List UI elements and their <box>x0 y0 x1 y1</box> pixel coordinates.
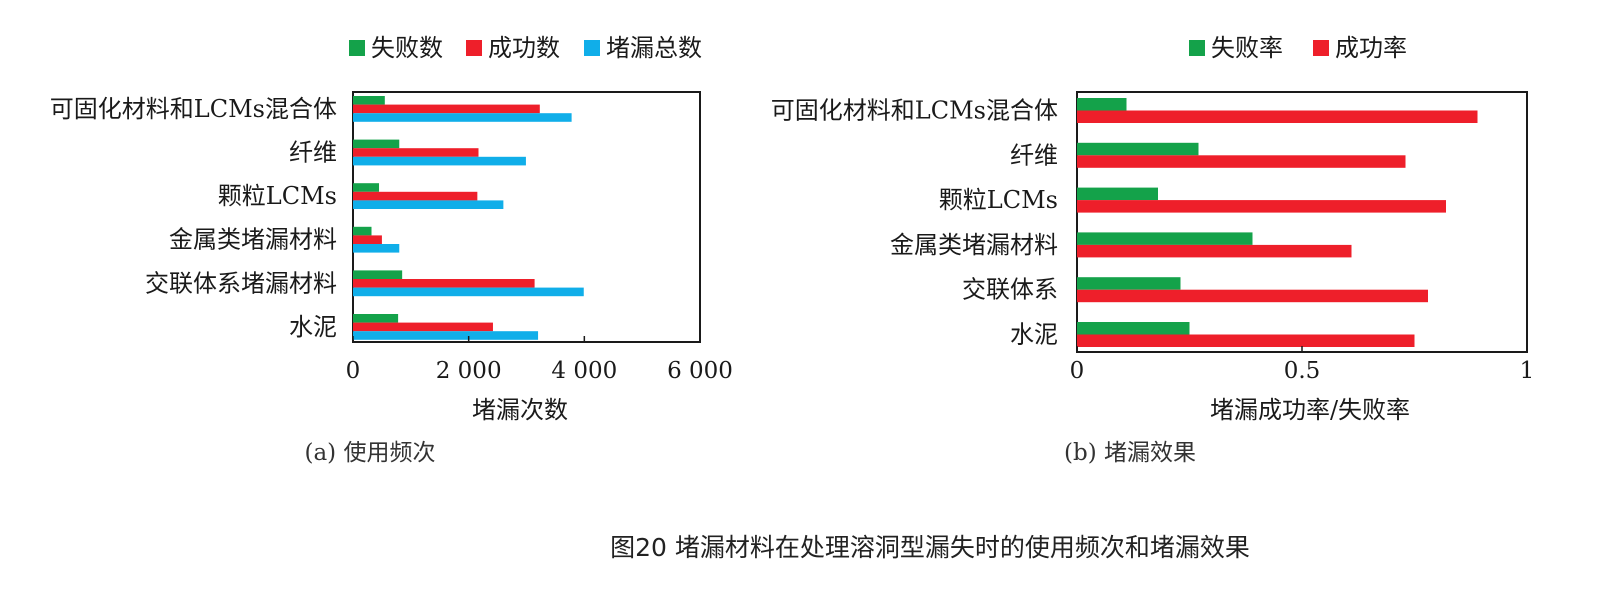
bar-fail <box>353 139 400 149</box>
bar-total <box>353 200 504 209</box>
bar-fail <box>353 96 385 105</box>
category-label: 颗粒LCMs <box>218 182 337 210</box>
x-axis-label: 堵漏成功率/失败率 <box>1210 396 1410 424</box>
bar-total <box>353 287 584 297</box>
category-label: 纤维 <box>1010 141 1058 169</box>
bar-fail <box>1077 232 1253 245</box>
plot-frame <box>1076 91 1528 353</box>
x-tick-label: 2 000 <box>436 358 502 384</box>
x-tick-label: 0 <box>346 358 361 384</box>
bar-total <box>353 331 539 340</box>
x-tick-label: 0 <box>1070 358 1085 384</box>
bar-fail <box>1077 322 1190 335</box>
bar-success <box>353 235 382 244</box>
category-label: 交联体系堵漏材料 <box>145 269 337 297</box>
bar-total <box>353 156 526 166</box>
x-tick-label: 6 000 <box>667 358 733 384</box>
bar-success <box>353 279 535 288</box>
legend-swatch <box>466 40 482 56</box>
x-tick-label: 0.5 <box>1284 358 1321 384</box>
category-label: 金属类堵漏材料 <box>169 226 337 254</box>
legend-swatch <box>1313 40 1329 56</box>
bar-success <box>1077 244 1352 258</box>
x-tick-label: 1 <box>1520 358 1535 384</box>
category-label: 交联体系 <box>962 276 1058 304</box>
legend-label: 失败率 <box>1211 34 1283 62</box>
bar-fail <box>353 270 403 279</box>
category-label: 纤维 <box>289 139 337 167</box>
legend-swatch <box>584 40 600 56</box>
subplot-caption: (b) 堵漏效果 <box>1064 440 1196 466</box>
bar-success <box>353 104 540 114</box>
bar-fail <box>1077 187 1158 201</box>
bar-success <box>353 191 478 201</box>
category-label: 可固化材料和LCMs混合体 <box>771 97 1058 125</box>
bar-total <box>353 244 400 253</box>
category-label: 颗粒LCMs <box>939 186 1058 214</box>
bar-fail <box>353 226 372 236</box>
category-label: 水泥 <box>1010 321 1058 349</box>
bar-fail <box>1077 142 1199 156</box>
bar-success <box>1077 334 1415 347</box>
bar-success <box>1077 200 1446 213</box>
subplot-caption: (a) 使用频次 <box>305 440 436 466</box>
category-label: 可固化材料和LCMs混合体 <box>50 95 337 123</box>
bar-success <box>353 322 493 332</box>
bar-fail <box>353 183 380 192</box>
bar-success <box>1077 289 1428 303</box>
legend-label: 失败数 <box>371 34 443 62</box>
legend-label: 堵漏总数 <box>606 34 702 62</box>
bar-fail <box>353 314 399 323</box>
legend-label: 成功率 <box>1335 34 1407 62</box>
legend-swatch <box>349 40 365 56</box>
x-tick-label: 4 000 <box>551 358 617 384</box>
category-label: 水泥 <box>289 313 337 341</box>
bar-success <box>1077 155 1406 168</box>
x-axis-label: 堵漏次数 <box>472 396 568 424</box>
bar-success <box>1077 110 1478 123</box>
bar-success <box>353 148 479 157</box>
figure-caption: 图20 堵漏材料在处理溶洞型漏失时的使用频次和堵漏效果 <box>610 533 1250 562</box>
legend-label: 成功数 <box>488 34 560 62</box>
bar-fail <box>1077 98 1127 111</box>
legend-swatch <box>1189 40 1205 56</box>
category-label: 金属类堵漏材料 <box>890 231 1058 259</box>
plot-frame <box>352 91 701 343</box>
bar-fail <box>1077 277 1181 290</box>
bar-total <box>353 113 572 122</box>
